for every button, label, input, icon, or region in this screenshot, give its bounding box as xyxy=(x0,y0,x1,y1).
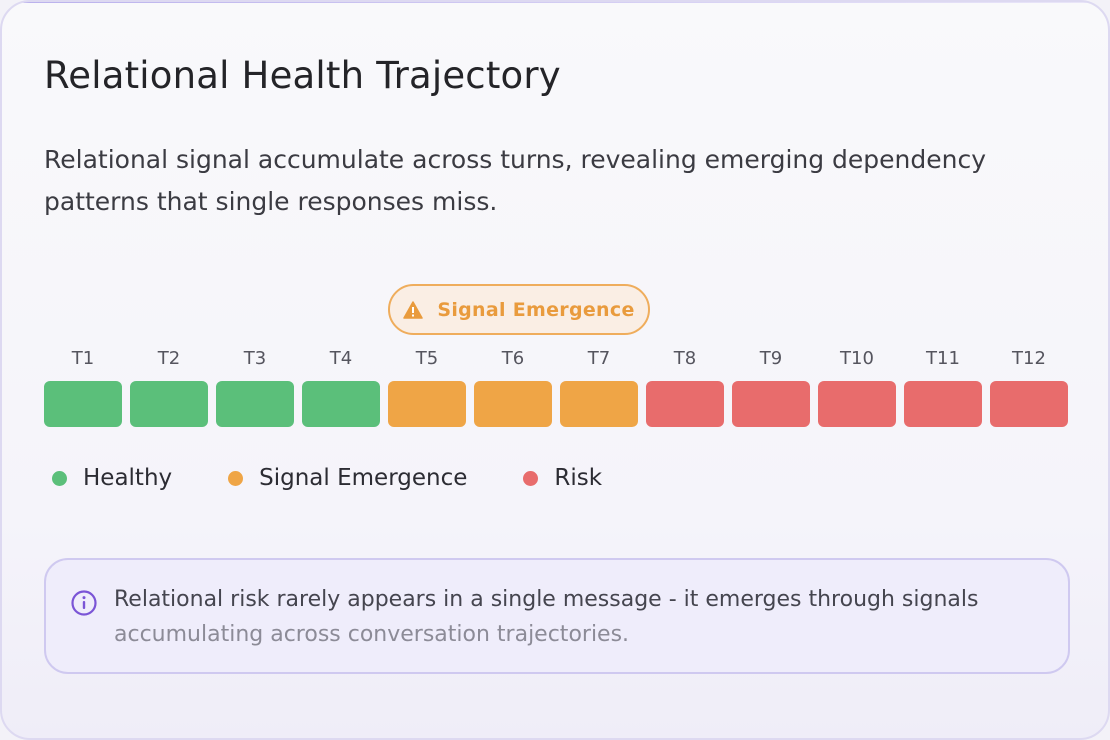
turn-label: T12 xyxy=(1012,348,1046,369)
info-note-text: Relational risk rarely appears in a sing… xyxy=(114,582,1044,652)
turn-block-healthy xyxy=(44,381,122,427)
info-note-text-secondary: accumulating across conversation traject… xyxy=(114,622,630,647)
card-subtitle: Relational signal accumulate across turn… xyxy=(44,145,987,216)
turn-block-emergence xyxy=(474,381,552,427)
turn-block-healthy xyxy=(302,381,380,427)
turn-t9: T9 xyxy=(732,342,810,427)
turn-block-risk xyxy=(818,381,896,427)
turn-t5: T5 xyxy=(388,342,466,427)
turn-t7: T7 xyxy=(560,342,638,427)
legend-item-emergence: Signal Emergence xyxy=(228,465,467,491)
turn-label: T9 xyxy=(759,348,783,369)
turn-block-healthy xyxy=(216,381,294,427)
turn-block-healthy xyxy=(130,381,208,427)
turn-timeline: T1 T2 T3 T4 T5 T6 T7 T8 T9 T10 T11 T12 xyxy=(44,342,1070,432)
legend-item-risk: Risk xyxy=(523,465,602,491)
turn-t6: T6 xyxy=(474,342,552,427)
turn-label: T11 xyxy=(926,348,960,369)
turn-block-emergence xyxy=(388,381,466,427)
turn-label: T2 xyxy=(157,348,181,369)
legend-dot xyxy=(523,470,539,486)
turn-label: T7 xyxy=(587,348,611,369)
info-note-text-primary: Relational risk rarely appears in a sing… xyxy=(114,587,979,612)
status-legend: Healthy Signal Emergence Risk xyxy=(52,460,658,496)
turn-t1: T1 xyxy=(44,342,122,427)
turn-label: T4 xyxy=(329,348,353,369)
legend-label: Risk xyxy=(554,465,603,491)
turn-block-risk xyxy=(646,381,724,427)
turn-t3: T3 xyxy=(216,342,294,427)
legend-dot xyxy=(52,470,67,486)
legend-label: Healthy xyxy=(83,465,173,491)
turn-label: T10 xyxy=(840,348,874,369)
turn-t12: T12 xyxy=(990,342,1068,427)
turn-t10: T10 xyxy=(818,342,896,427)
turn-block-risk xyxy=(732,381,810,427)
legend-label: Signal Emergence xyxy=(259,465,468,491)
turn-label: T5 xyxy=(415,348,439,369)
card-title: Relational Health Trajectory xyxy=(44,54,561,97)
signal-emergence-badge: Signal Emergence xyxy=(388,284,650,335)
turn-t11: T11 xyxy=(904,342,982,427)
legend-dot xyxy=(228,470,244,486)
signal-emergence-badge-label: Signal Emergence xyxy=(437,298,635,321)
legend-item-healthy: Healthy xyxy=(52,465,172,491)
turn-label: T8 xyxy=(673,348,697,369)
turn-label: T1 xyxy=(71,348,95,369)
turn-t8: T8 xyxy=(646,342,724,427)
turn-block-emergence xyxy=(560,381,638,427)
info-note: Relational risk rarely appears in a sing… xyxy=(44,558,1070,674)
turn-block-risk xyxy=(904,381,982,427)
warning-icon xyxy=(403,300,424,319)
info-icon xyxy=(71,590,97,616)
turn-t2: T2 xyxy=(130,342,208,427)
turn-block-risk xyxy=(990,381,1068,427)
turn-t4: T4 xyxy=(302,342,380,427)
turn-label: T6 xyxy=(501,348,525,369)
turn-label: T3 xyxy=(243,348,267,369)
